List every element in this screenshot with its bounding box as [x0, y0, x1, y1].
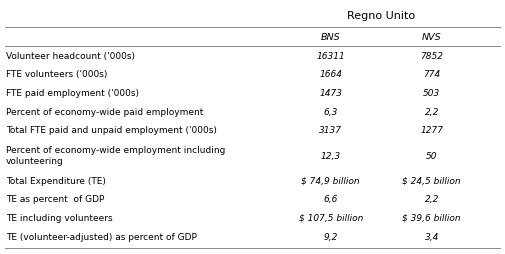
Text: Percent of economy-wide paid employment: Percent of economy-wide paid employment	[6, 108, 204, 117]
Text: 2,2: 2,2	[425, 108, 439, 117]
Text: $ 107,5 billion: $ 107,5 billion	[298, 214, 363, 223]
Text: 7852: 7852	[420, 52, 443, 61]
Text: 9,2: 9,2	[324, 233, 338, 242]
Text: Regno Unito: Regno Unito	[347, 11, 415, 21]
Text: 1473: 1473	[319, 89, 342, 98]
Text: Total Expenditure (TE): Total Expenditure (TE)	[6, 177, 106, 186]
Text: 16311: 16311	[317, 52, 345, 61]
Text: 50: 50	[426, 151, 437, 161]
Text: 6,3: 6,3	[324, 108, 338, 117]
Text: TE (volunteer-adjusted) as percent of GDP: TE (volunteer-adjusted) as percent of GD…	[6, 233, 197, 242]
Text: Percent of economy-wide employment including
volunteering: Percent of economy-wide employment inclu…	[6, 146, 225, 166]
Text: NVS: NVS	[422, 33, 441, 42]
Text: TE including volunteers: TE including volunteers	[6, 214, 113, 223]
Text: $ 39,6 billion: $ 39,6 billion	[402, 214, 461, 223]
Text: BNS: BNS	[321, 33, 340, 42]
Text: 503: 503	[423, 89, 440, 98]
Text: $ 24,5 billion: $ 24,5 billion	[402, 177, 461, 186]
Text: Total FTE paid and unpaid employment ('000s): Total FTE paid and unpaid employment ('0…	[6, 126, 217, 135]
Text: 3,4: 3,4	[425, 233, 439, 242]
Text: TE as percent  of GDP: TE as percent of GDP	[6, 195, 105, 204]
Text: FTE volunteers ('000s): FTE volunteers ('000s)	[6, 70, 108, 80]
Text: 1277: 1277	[420, 126, 443, 135]
Text: 12,3: 12,3	[321, 151, 341, 161]
Text: 3137: 3137	[319, 126, 342, 135]
Text: 2,2: 2,2	[425, 195, 439, 204]
Text: 6,6: 6,6	[324, 195, 338, 204]
Text: Volunteer headcount ('000s): Volunteer headcount ('000s)	[6, 52, 135, 61]
Text: $ 74,9 billion: $ 74,9 billion	[301, 177, 360, 186]
Text: 1664: 1664	[319, 70, 342, 80]
Text: FTE paid employment ('000s): FTE paid employment ('000s)	[6, 89, 139, 98]
Text: 774: 774	[423, 70, 440, 80]
